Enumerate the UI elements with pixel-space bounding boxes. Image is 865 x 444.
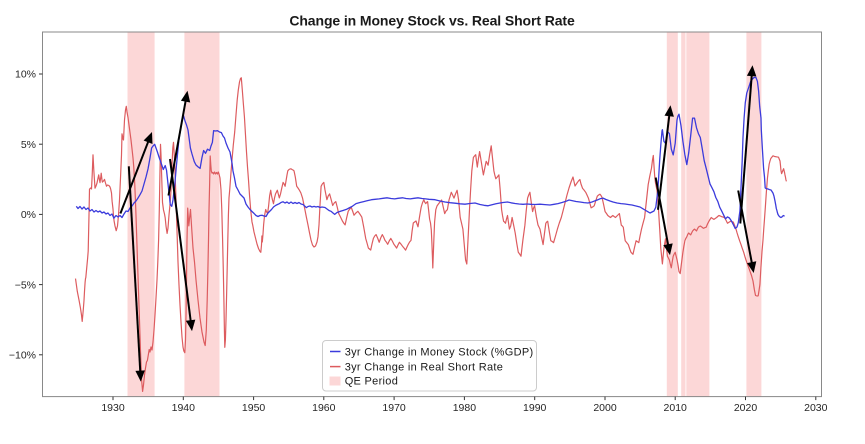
svg-text:Change in Money Stock vs. Real: Change in Money Stock vs. Real Short Rat… bbox=[289, 13, 575, 29]
svg-text:2020: 2020 bbox=[734, 402, 758, 414]
svg-text:1970: 1970 bbox=[382, 402, 406, 414]
svg-text:2010: 2010 bbox=[664, 402, 688, 414]
svg-text:3yr Change in Real Short Rate: 3yr Change in Real Short Rate bbox=[345, 361, 504, 373]
svg-text:10%: 10% bbox=[15, 69, 36, 81]
svg-text:−10%: −10% bbox=[9, 350, 36, 362]
svg-text:1990: 1990 bbox=[523, 402, 547, 414]
svg-text:5%: 5% bbox=[21, 139, 36, 151]
svg-text:1960: 1960 bbox=[312, 402, 336, 414]
svg-text:1930: 1930 bbox=[101, 402, 125, 414]
svg-text:1980: 1980 bbox=[453, 402, 477, 414]
svg-text:0%: 0% bbox=[21, 209, 36, 221]
svg-text:1950: 1950 bbox=[242, 402, 266, 414]
svg-text:2000: 2000 bbox=[593, 402, 617, 414]
svg-text:1940: 1940 bbox=[172, 402, 196, 414]
svg-text:2030: 2030 bbox=[804, 402, 828, 414]
svg-text:−5%: −5% bbox=[15, 279, 36, 291]
svg-text:QE Period: QE Period bbox=[345, 376, 398, 388]
svg-text:3yr Change in Money Stock (%GD: 3yr Change in Money Stock (%GDP) bbox=[345, 346, 534, 358]
